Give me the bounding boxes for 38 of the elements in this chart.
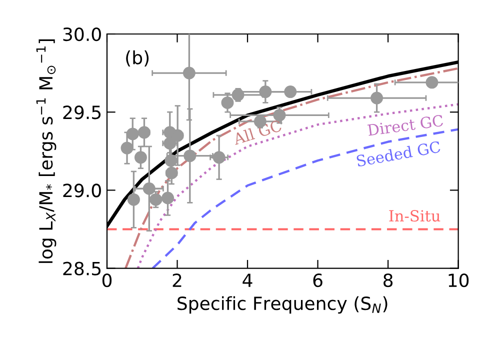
point (184, 150, 196, 162)
point (127, 193, 140, 206)
point (370, 92, 384, 104)
x-tick-label: 10 (448, 273, 469, 288)
point (426, 76, 438, 89)
y-tick-label: 29.0 (63, 184, 101, 198)
y-tick-label: 30.0 (63, 27, 101, 42)
point (232, 88, 244, 102)
ref-line-label: In-Situ (389, 210, 440, 222)
text: Seeded GC (356, 140, 441, 167)
point (164, 137, 176, 150)
point (120, 142, 134, 154)
annotation: (b) (126, 50, 149, 66)
point (221, 96, 234, 109)
text: log L$_{X}$/M$_{*}$ [ergs s$^{−1}$ M$_{⊙}$$^{−1}$] (36, 39, 56, 263)
x-tick-label: 8 (384, 273, 393, 288)
x-tick-label: 4 (242, 274, 252, 287)
y-tick-label: 28.5 (63, 262, 101, 276)
point (182, 66, 196, 80)
point (164, 154, 178, 167)
point (165, 166, 178, 180)
point (162, 192, 174, 204)
x-tick-label: 2 (172, 273, 182, 287)
point (126, 128, 139, 140)
point (134, 151, 147, 164)
x-tick-label: 0 (102, 273, 112, 288)
point (212, 151, 226, 164)
line-series (124, 67, 458, 268)
line-series (136, 103, 458, 268)
point (138, 126, 150, 139)
y-tick-label: 29.5 (63, 106, 101, 120)
point (284, 86, 297, 98)
x-tick-label: 6 (313, 273, 322, 288)
text: Direct GC (367, 114, 444, 136)
point (259, 86, 272, 98)
x-axis-title: Specific Frequency (S$_{N}$) (178, 296, 388, 314)
point (142, 182, 156, 195)
point (150, 193, 162, 206)
